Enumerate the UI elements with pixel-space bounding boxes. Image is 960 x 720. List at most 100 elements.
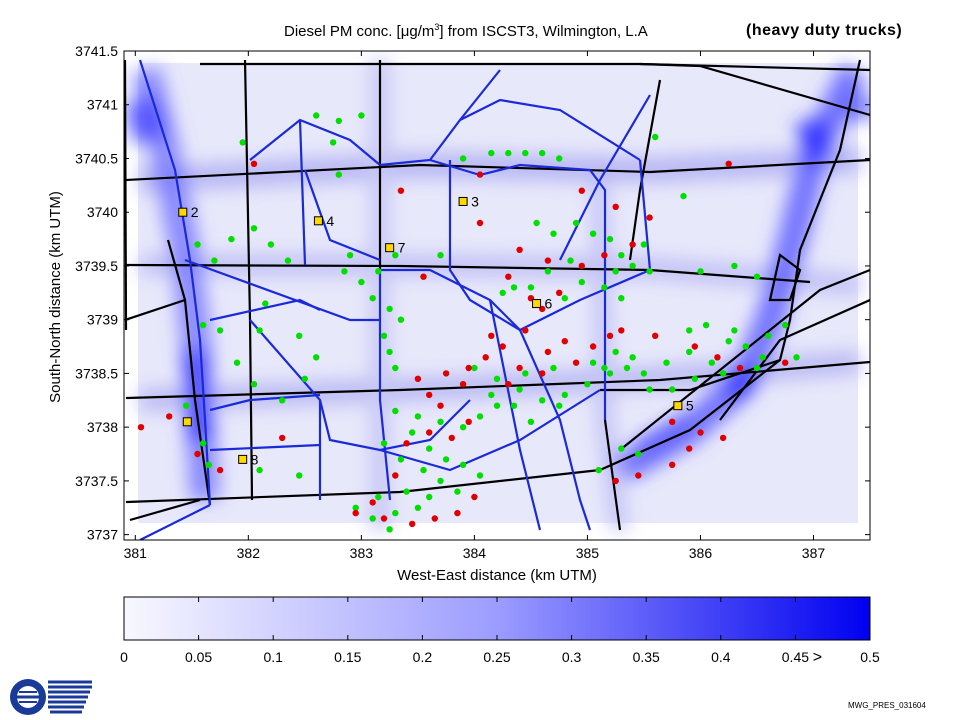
monitor-site: 3 <box>458 193 479 209</box>
x-tick-label: 387 <box>802 545 826 561</box>
data-point <box>233 359 241 366</box>
data-point <box>505 149 512 157</box>
data-point <box>279 397 286 404</box>
data-point <box>205 461 212 468</box>
data-point <box>284 257 292 264</box>
monitor-label: 8 <box>251 451 259 467</box>
data-point <box>414 413 422 420</box>
data-point <box>352 509 359 517</box>
data-point <box>618 252 625 259</box>
data-point <box>392 252 399 259</box>
data-point <box>516 246 523 253</box>
data-point <box>697 268 704 275</box>
data-point <box>550 230 557 237</box>
data-point <box>392 364 399 372</box>
data-point <box>539 149 546 157</box>
colorbar-tick-label: 0.45 <box>782 649 809 665</box>
data-point <box>392 509 399 517</box>
data-point <box>194 241 201 248</box>
x-tick-label: 384 <box>463 545 487 561</box>
data-point <box>250 381 258 388</box>
road-network-black <box>124 59 870 531</box>
data-point <box>442 370 450 377</box>
monitor-marker <box>673 401 683 411</box>
colorbar-tick-label: 0.4 <box>711 649 731 665</box>
data-point <box>380 332 388 339</box>
y-tick-label: 3737 <box>87 527 118 543</box>
data-point <box>488 332 495 339</box>
data-point <box>211 257 218 264</box>
data-point <box>556 155 563 162</box>
y-tick-label: 3738.5 <box>75 365 118 381</box>
data-point <box>714 354 721 361</box>
data-point <box>742 343 749 350</box>
monitor-site <box>182 417 192 427</box>
data-point <box>414 504 422 511</box>
road-segment <box>166 239 212 506</box>
data-point <box>691 375 698 382</box>
data-point <box>228 235 235 243</box>
data-point <box>725 160 732 167</box>
data-point <box>516 364 523 372</box>
data-point <box>358 112 365 119</box>
data-point <box>663 359 670 366</box>
data-point <box>522 370 529 377</box>
data-point <box>589 230 597 237</box>
chart-subtitle: (heavy duty trucks) <box>746 22 903 39</box>
data-point <box>380 515 388 522</box>
data-point <box>572 219 580 227</box>
data-point <box>493 402 501 409</box>
data-point <box>296 472 303 479</box>
data-point <box>199 321 207 329</box>
data-point <box>426 429 433 436</box>
data-point <box>437 418 444 425</box>
x-tick-label: 385 <box>576 545 600 561</box>
data-point <box>589 359 597 366</box>
road-segment <box>638 159 652 271</box>
data-point <box>646 386 653 393</box>
data-point <box>635 472 642 479</box>
data-point <box>426 391 433 399</box>
data-point <box>448 434 455 442</box>
data-point <box>476 472 484 479</box>
data-point <box>719 434 727 442</box>
data-point <box>267 241 275 248</box>
data-point <box>561 391 568 399</box>
monitor-marker <box>458 196 468 206</box>
data-point <box>567 257 574 264</box>
data-point <box>510 402 518 409</box>
road-network-blue <box>138 59 652 540</box>
colorbar-tick-label: 0.15 <box>334 649 361 665</box>
data-point <box>680 192 687 200</box>
x-axis: 381 382 383 384 385 386 387 <box>124 51 826 561</box>
data-point <box>793 354 800 361</box>
data-point <box>471 493 478 501</box>
data-point <box>256 327 263 334</box>
y-tick-label: 3740.5 <box>75 150 118 166</box>
data-point <box>612 477 619 485</box>
y-axis-label: South-North distance (km UTM) <box>47 191 64 403</box>
data-point <box>623 364 631 372</box>
y-tick-label: 3739.5 <box>75 258 118 274</box>
x-tick-label: 382 <box>237 545 261 561</box>
road-segment <box>124 298 186 322</box>
data-point <box>505 273 512 280</box>
road-segment <box>209 443 321 452</box>
road-segment <box>459 98 641 161</box>
monitor-site: 8 <box>238 451 259 467</box>
data-point <box>454 509 461 517</box>
colorbar-tick-label: 0.35 <box>633 649 660 665</box>
data-point <box>493 375 501 382</box>
data-point <box>199 440 207 447</box>
data-point <box>544 348 552 356</box>
organization-logo <box>10 679 92 715</box>
y-tick-label: 3740 <box>87 204 118 220</box>
data-point <box>561 338 568 345</box>
data-point <box>561 295 568 302</box>
data-point <box>691 343 698 350</box>
data-point <box>386 526 393 533</box>
road-segment <box>129 498 201 522</box>
data-point <box>335 171 342 178</box>
data-point <box>753 273 761 280</box>
